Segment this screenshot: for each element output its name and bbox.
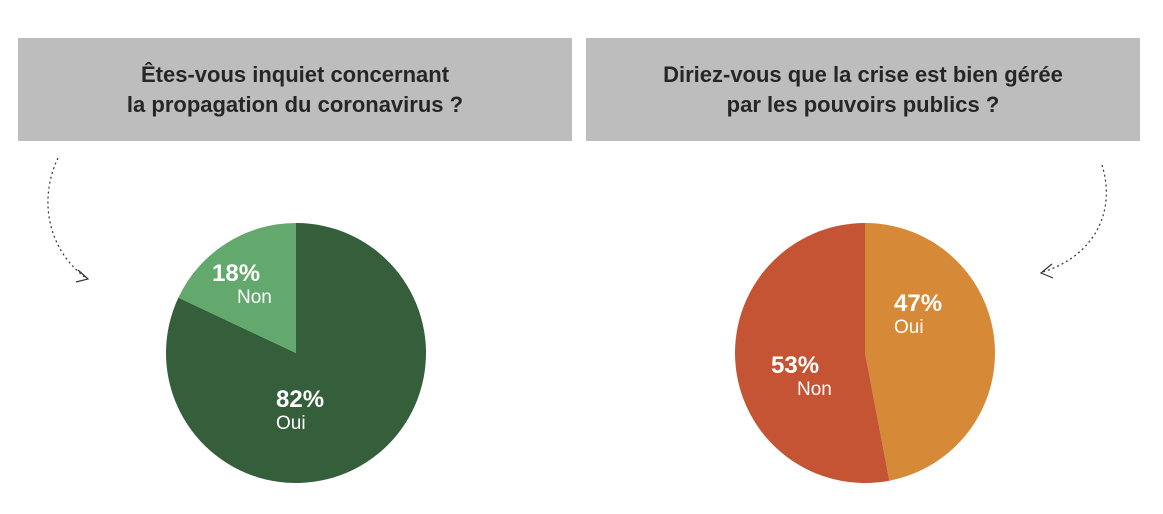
pie-left (165, 223, 426, 483)
slice-value-non-right: 53% (771, 352, 820, 379)
curved-arrow-left-icon (47, 157, 90, 283)
slice-value-oui-left: 82% (276, 386, 325, 413)
slice-name-oui-left: Oui (276, 413, 306, 434)
question-box-right: Diriez-vous que la crise est bien gérée … (586, 38, 1140, 141)
label-non-left: 18% Non (212, 260, 272, 308)
curved-arrow-right-icon (1039, 164, 1107, 279)
question-box-left: Êtes-vous inquiet concernant la propagat… (18, 38, 572, 141)
chart-right: Diriez-vous que la crise est bien gérée … (586, 0, 1146, 514)
pie-right (735, 223, 996, 483)
slice-name-non-left: Non (237, 287, 272, 308)
pie-slice-non-left (178, 223, 296, 353)
label-oui-right: 47% Oui (894, 290, 943, 338)
slice-value-oui-right: 47% (894, 290, 943, 317)
slice-name-oui-right: Oui (894, 317, 924, 338)
label-oui-left: 82% Oui (276, 386, 325, 434)
slice-name-non-right: Non (797, 379, 832, 400)
slice-value-non-left: 18% (212, 260, 261, 287)
chart-title-right: Diriez-vous que la crise est bien gérée … (663, 61, 1063, 117)
chart-left: Êtes-vous inquiet concernant la propagat… (18, 0, 578, 514)
pie-slice-non-right (735, 223, 890, 483)
chart-title-left: Êtes-vous inquiet concernant la propagat… (126, 61, 464, 117)
pie-slice-oui-right (865, 223, 996, 481)
label-non-right: 53% Non (771, 352, 832, 400)
